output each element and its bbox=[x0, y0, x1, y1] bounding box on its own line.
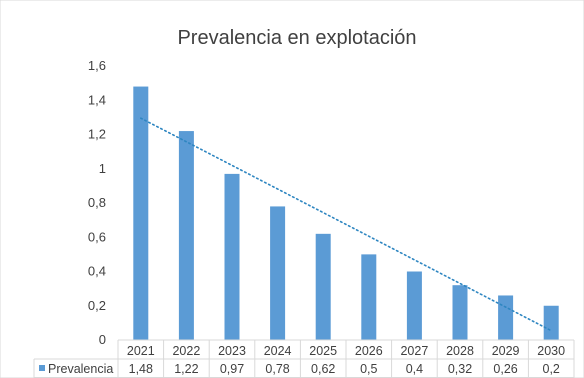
x-tick-label: 2021 bbox=[127, 344, 155, 358]
legend-label: Prevalencia bbox=[48, 362, 113, 376]
y-tick-label: 0,8 bbox=[88, 195, 106, 210]
data-table-value: 0,5 bbox=[360, 362, 377, 376]
data-table: 2021 2022 2023 2024 2025 2026 2027 2028 2029 2030… bbox=[33, 339, 575, 378]
y-tick-label: 0,6 bbox=[88, 229, 106, 244]
bar bbox=[315, 233, 331, 340]
y-tick-label: 1,4 bbox=[88, 92, 106, 107]
bar bbox=[361, 254, 377, 340]
trendline-line bbox=[140, 117, 553, 332]
y-tick-label: 0 bbox=[99, 332, 106, 347]
y-tick-label: 1,6 bbox=[88, 58, 106, 73]
legend-key bbox=[39, 365, 45, 371]
y-tick-label: 0,2 bbox=[88, 298, 106, 313]
data-table-value: 0,2 bbox=[543, 362, 560, 376]
x-tick-label: 2024 bbox=[264, 344, 292, 358]
x-tick-label: 2029 bbox=[492, 344, 520, 358]
bar bbox=[178, 131, 194, 340]
bar bbox=[543, 305, 559, 340]
x-tick-label: 2023 bbox=[218, 344, 246, 358]
x-tick-label: 2025 bbox=[309, 344, 337, 358]
bar bbox=[270, 206, 286, 340]
bar bbox=[406, 271, 422, 340]
data-table-value: 0,78 bbox=[265, 362, 289, 376]
bar bbox=[133, 86, 149, 340]
bar bbox=[452, 285, 468, 340]
trendline bbox=[140, 117, 553, 332]
data-table-value: 0,97 bbox=[220, 362, 244, 376]
y-axis-ticks: 0 0,2 0,4 0,6 0,8 1 1,2 1,4 1,6 bbox=[88, 58, 106, 347]
bar bbox=[224, 173, 240, 340]
data-table-value: 0,26 bbox=[493, 362, 517, 376]
x-tick-label: 2022 bbox=[172, 344, 200, 358]
x-tick-label: 2027 bbox=[400, 344, 428, 358]
bar-series bbox=[133, 86, 559, 340]
data-table-value: 0,4 bbox=[406, 362, 423, 376]
x-tick-label: 2026 bbox=[355, 344, 383, 358]
y-tick-label: 0,4 bbox=[88, 264, 106, 279]
x-tick-label: 2028 bbox=[446, 344, 474, 358]
data-table-value: 1,22 bbox=[174, 362, 198, 376]
data-table-value: 0,32 bbox=[448, 362, 472, 376]
data-table-value: 0,62 bbox=[311, 362, 335, 376]
data-table-value: 1,48 bbox=[129, 362, 153, 376]
x-tick-label: 2030 bbox=[537, 344, 565, 358]
y-tick-label: 1 bbox=[99, 161, 106, 176]
bar bbox=[498, 295, 514, 340]
y-tick-label: 1,2 bbox=[88, 127, 106, 142]
chart-title: Prevalencia en explotación bbox=[177, 27, 416, 49]
